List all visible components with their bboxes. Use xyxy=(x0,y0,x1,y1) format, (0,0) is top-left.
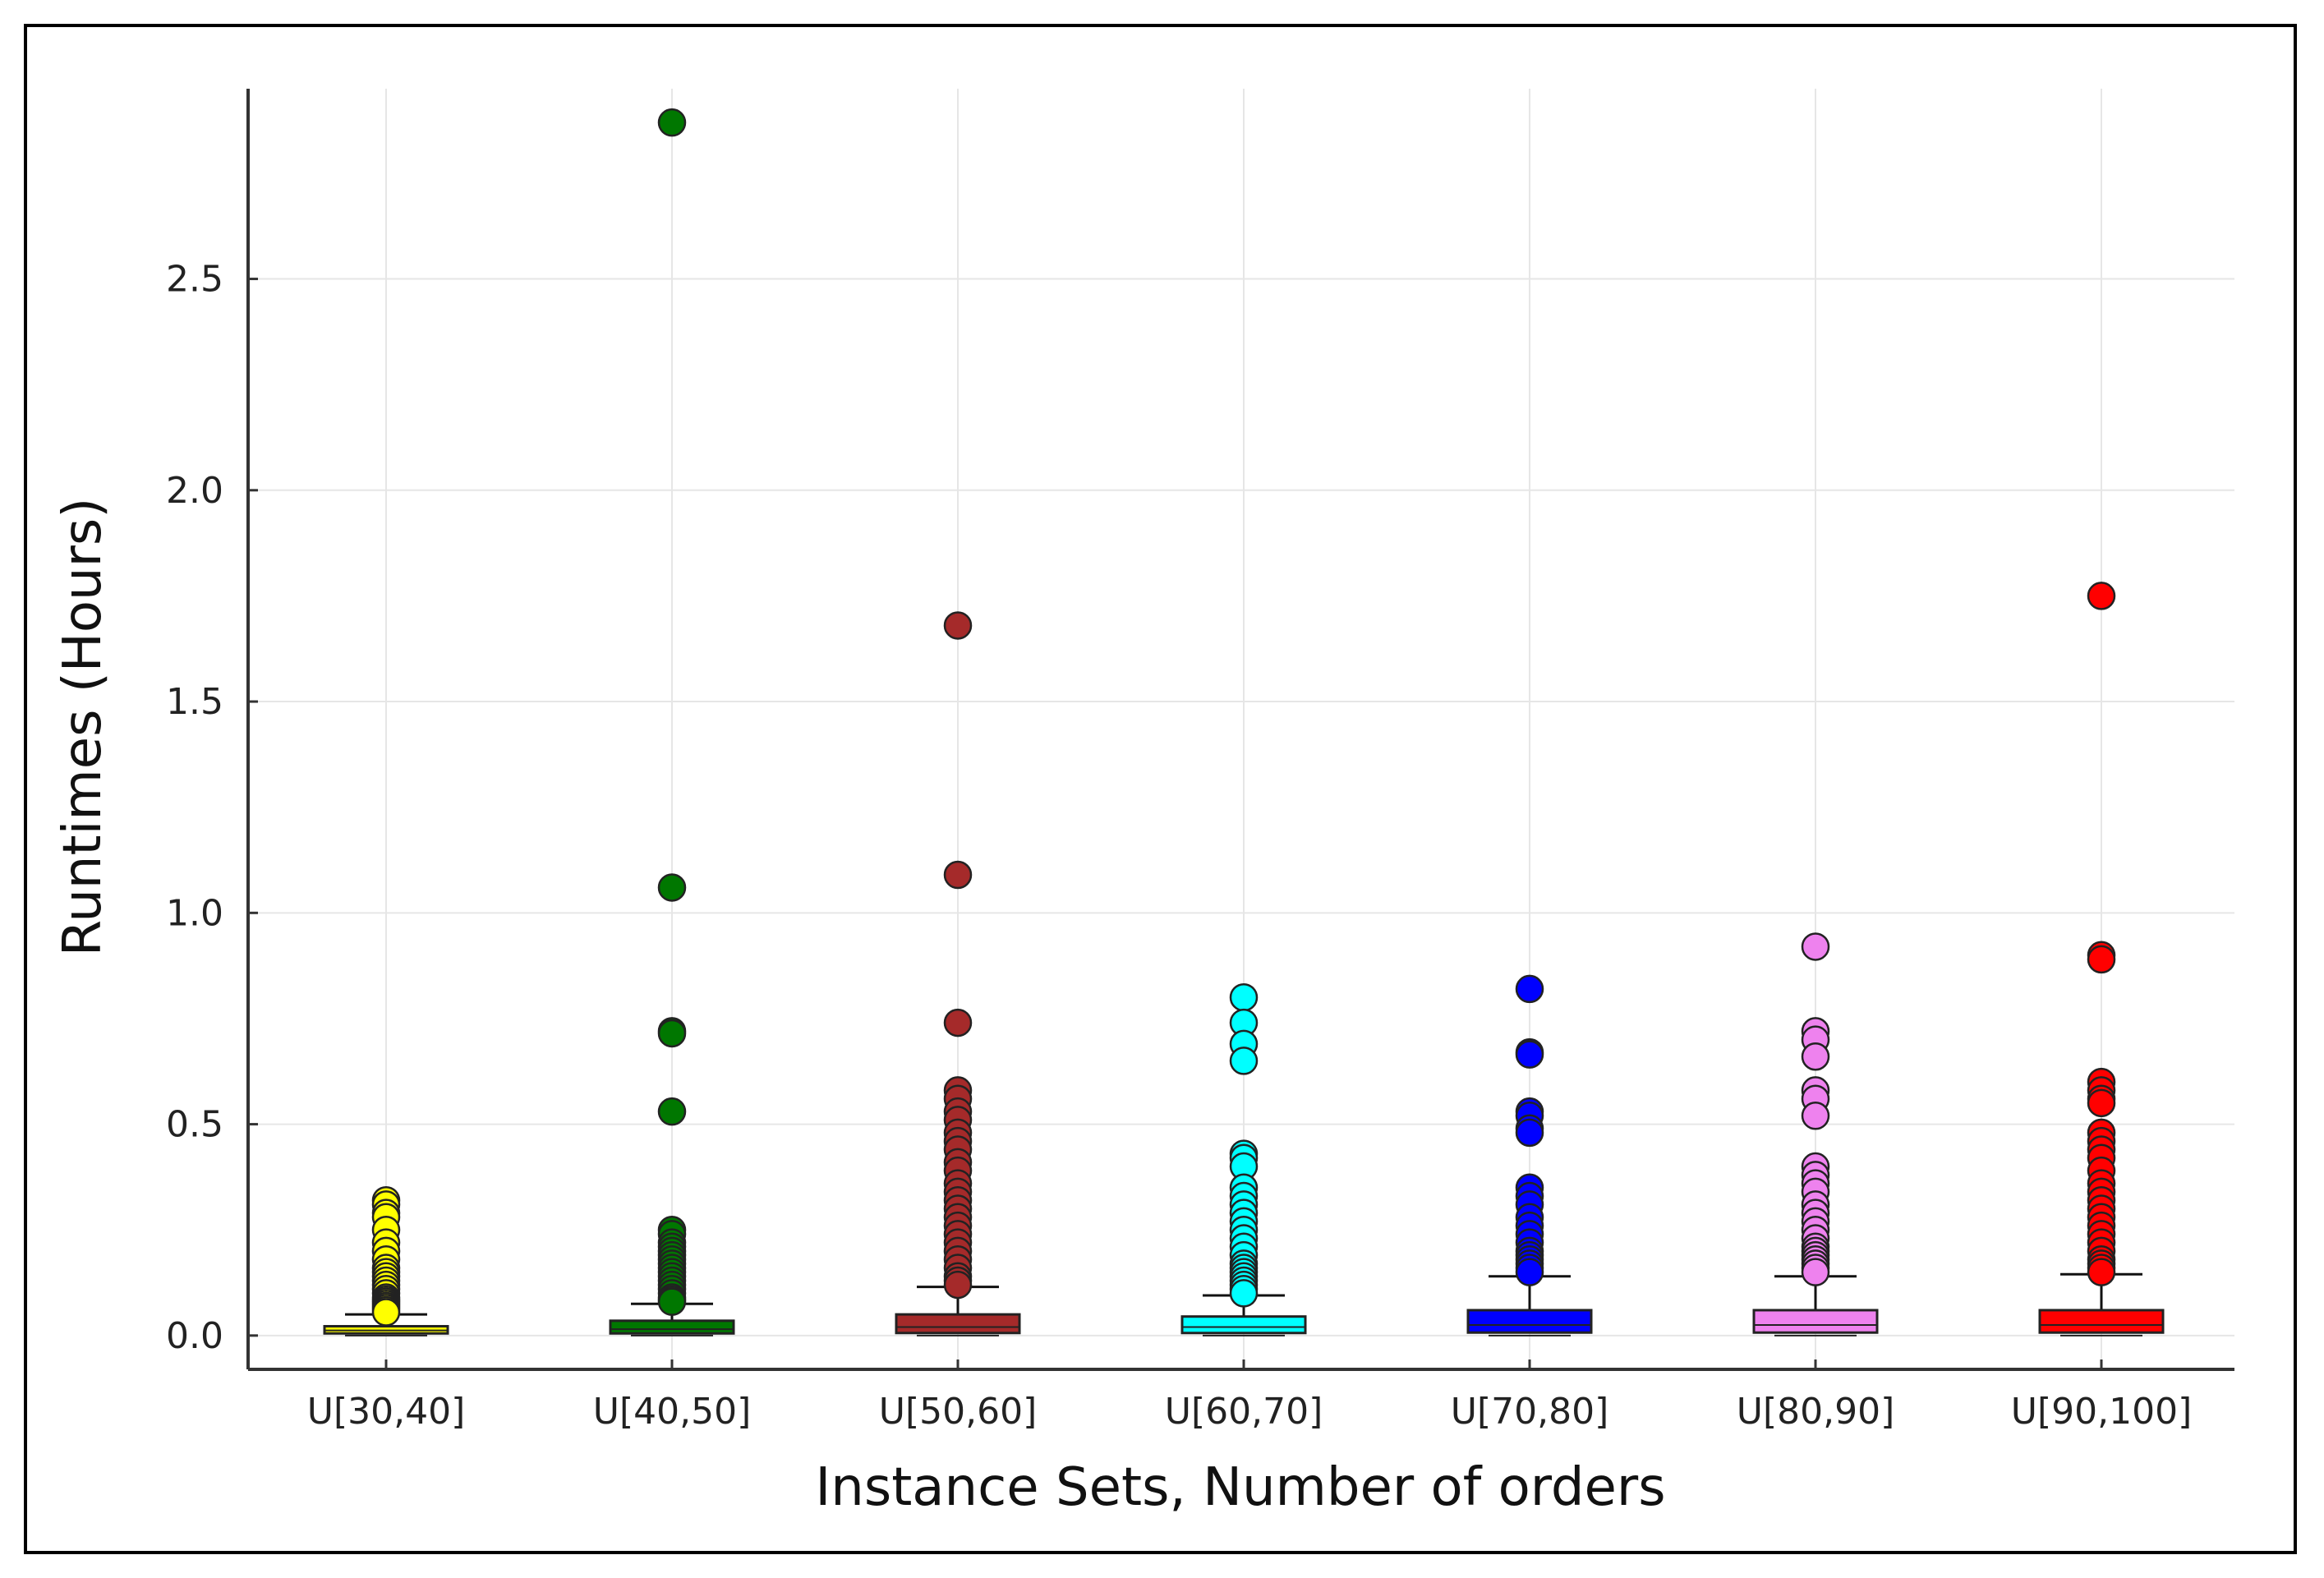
outlier-point xyxy=(943,1008,973,1037)
box-body xyxy=(2038,1309,2165,1334)
outlier-point xyxy=(1515,1118,1544,1148)
outlier-point xyxy=(1229,1279,1259,1308)
outlier-point xyxy=(657,108,687,137)
outlier-point xyxy=(2087,945,2116,974)
outlier-point xyxy=(1229,1047,1259,1075)
box-body xyxy=(1180,1315,1307,1335)
outlier-point xyxy=(657,1287,687,1316)
x-axis-title: Instance Sets, Number of orders xyxy=(815,1457,1665,1518)
x-tick-label: U[90,100] xyxy=(2011,1391,2193,1433)
x-tick-label: U[70,80] xyxy=(1451,1391,1609,1433)
outlier-point xyxy=(943,860,973,890)
tick-labels-layer: 0.0 0.5 1.0 1.5 2.0 2.5 U[30,40] U[40,50] U[50,6… xyxy=(166,259,2192,1433)
y-tick-label: 0.5 xyxy=(166,1104,223,1146)
outlier-point xyxy=(657,873,687,902)
box-body xyxy=(1752,1309,1879,1334)
outlier-point xyxy=(1801,1102,1830,1130)
y-tick-label: 1.0 xyxy=(166,892,223,934)
outlier-point xyxy=(1801,1042,1830,1071)
box-body xyxy=(1466,1309,1593,1334)
outlier-point xyxy=(1515,1258,1544,1286)
y-tick-label: 1.5 xyxy=(166,681,223,723)
outlier-point xyxy=(1801,1258,1830,1286)
x-tick-label: U[60,70] xyxy=(1165,1391,1323,1433)
x-tick-label: U[50,60] xyxy=(879,1391,1038,1433)
x-tick-label: U[80,90] xyxy=(1737,1391,1895,1433)
box-body xyxy=(895,1313,1021,1335)
grid-layer xyxy=(248,89,2234,1369)
y-tick-label: 0.0 xyxy=(166,1315,223,1357)
outlier-point xyxy=(1229,982,1259,1012)
outlier-point xyxy=(1801,932,1830,961)
outlier-point xyxy=(657,1097,687,1126)
outlier-point xyxy=(371,1298,401,1327)
axes-layer xyxy=(246,89,2234,1371)
y-axis-title: Runtimes (Hours) xyxy=(53,498,113,956)
outliers-layer xyxy=(371,108,2116,1327)
outlier-point xyxy=(2087,582,2116,610)
outlier-point xyxy=(1515,1040,1544,1069)
box-U[50,60] xyxy=(895,1286,1021,1336)
outlier-point xyxy=(2087,1258,2116,1286)
boxes-layer xyxy=(323,1272,2165,1336)
y-tick-label: 2.0 xyxy=(166,470,223,512)
x-tick-label: U[30,40] xyxy=(307,1391,466,1433)
outlier-point xyxy=(657,1019,687,1048)
outlier-point xyxy=(943,1270,973,1300)
box-U[90,100] xyxy=(2038,1272,2165,1336)
box-body xyxy=(609,1319,735,1335)
outlier-point xyxy=(2087,1088,2116,1118)
outlier-point xyxy=(1515,974,1544,1004)
outlier-point xyxy=(943,611,973,640)
y-tick-label: 2.5 xyxy=(166,259,223,301)
x-tick-label: U[40,50] xyxy=(593,1391,752,1433)
